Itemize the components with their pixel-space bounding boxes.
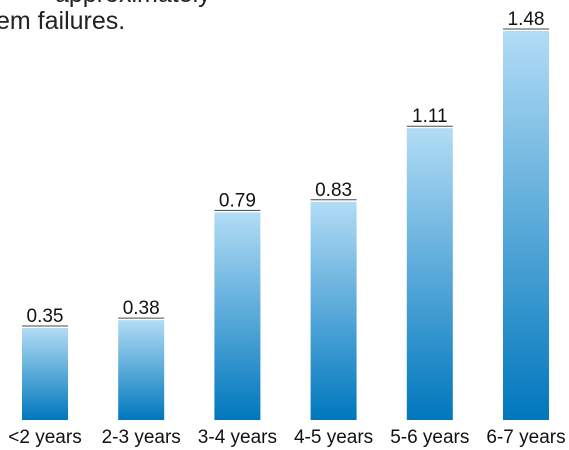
bar-1 [118, 320, 165, 420]
x-axis-labels-group: <2 years 2-3 years 3-4 years 4-5 years 5-6 y… [8, 427, 565, 448]
x-tick-label-5: 6-7 years [486, 427, 565, 448]
value-label-3: 0.83 [315, 180, 352, 201]
value-label-4: 1.11 [412, 106, 448, 127]
caption-line-2: em failures. [0, 7, 126, 35]
bar-4 [406, 128, 453, 420]
value-label-5: 1.48 [508, 9, 545, 30]
x-tick-label-3: 4-5 years [294, 427, 373, 448]
x-tick-label-1: 2-3 years [102, 427, 181, 448]
caption-line-1: approximately [55, 0, 211, 9]
value-labels-group: 0.35 0.38 0.79 0.83 1.11 1.48 [22, 9, 549, 327]
value-label-2: 0.79 [219, 190, 256, 211]
bar-0 [22, 328, 68, 420]
bar-5 [503, 31, 549, 420]
bar-3 [310, 201, 357, 420]
value-label-0: 0.35 [27, 306, 64, 327]
value-label-1: 0.38 [123, 298, 160, 319]
bars-group [22, 31, 549, 420]
x-tick-label-4: 5-6 years [390, 427, 469, 448]
x-tick-label-0: <2 years [8, 427, 81, 448]
x-tick-label-2: 3-4 years [198, 427, 277, 448]
caption-text: approximately em failures. [0, 0, 569, 60]
bar-2 [214, 212, 261, 420]
